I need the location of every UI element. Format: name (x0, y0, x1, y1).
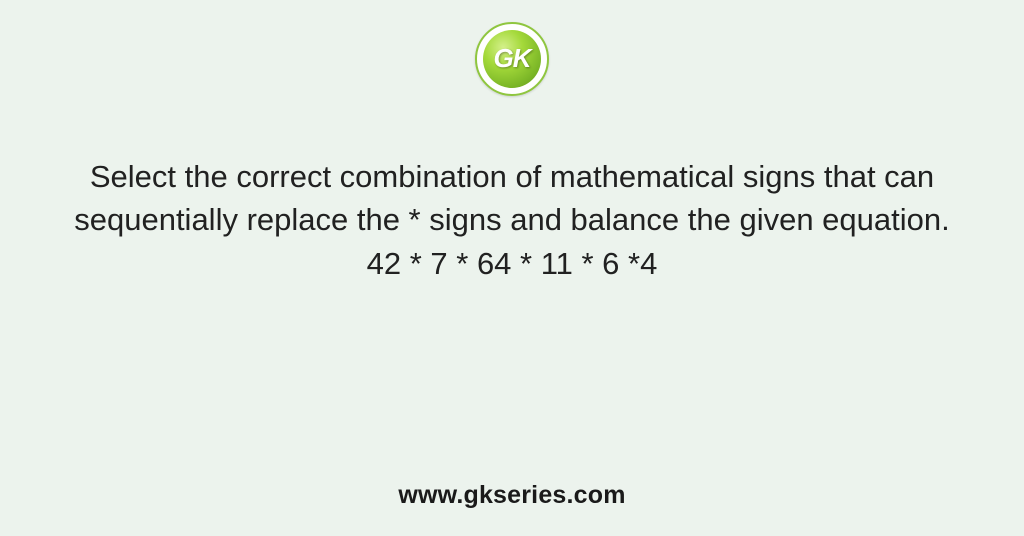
question-text: Select the correct combination of mathem… (72, 155, 952, 285)
logo-outer-circle: GK (475, 22, 549, 96)
footer-url: www.gkseries.com (398, 481, 625, 510)
logo-inner-circle: GK (483, 30, 541, 88)
logo-text: GK (494, 43, 531, 74)
logo-container: GK (475, 22, 549, 96)
